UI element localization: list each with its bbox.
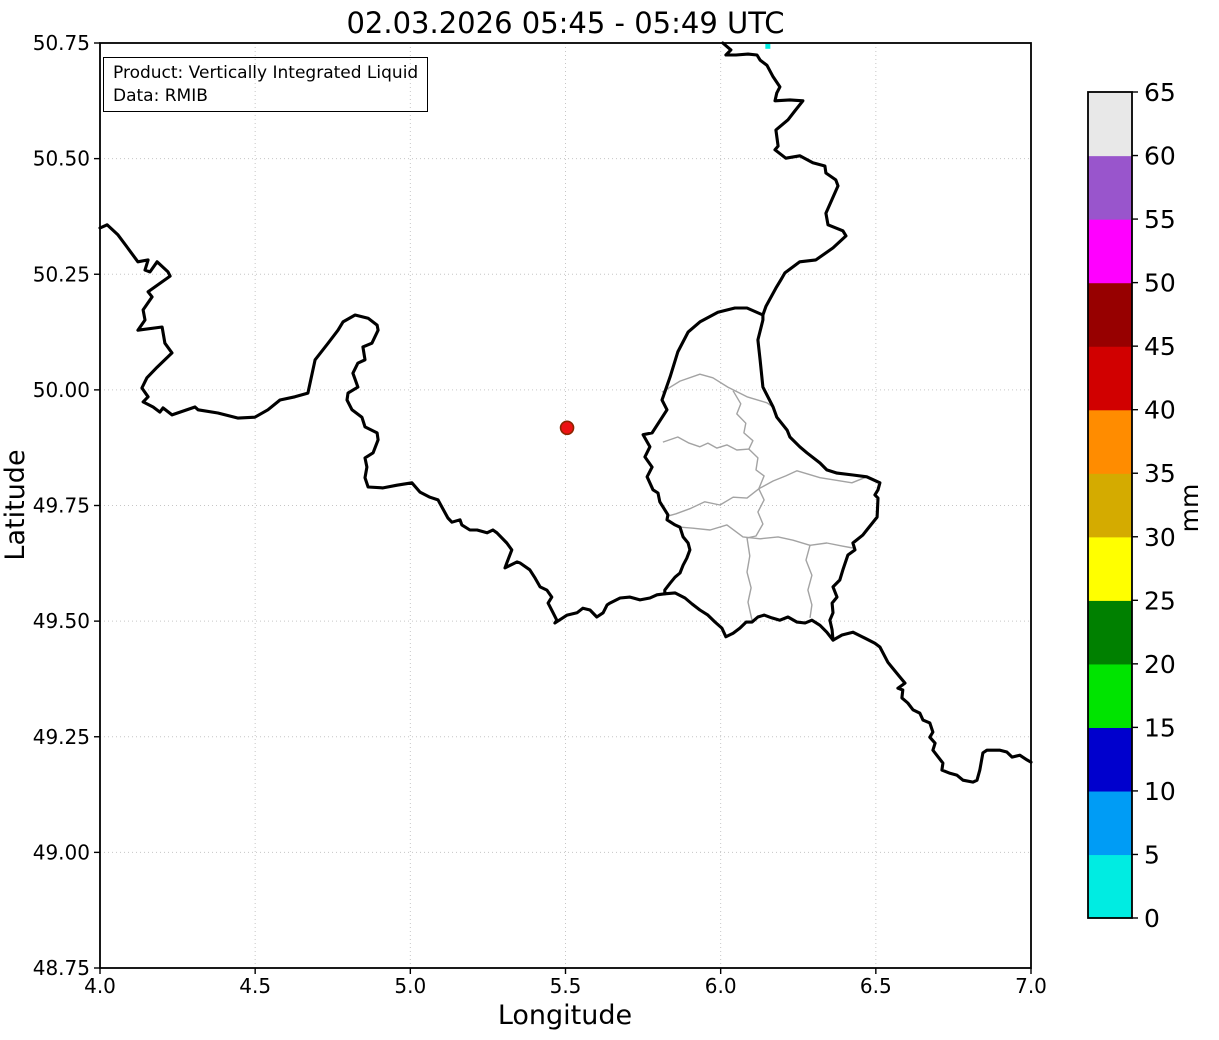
country-border-france-belgium (98, 223, 667, 625)
y-tick-label: 50.25 (33, 262, 90, 286)
product-info-box: Product: Vertically Integrated Liquid Da… (103, 57, 429, 113)
x-axis-label: Longitude (498, 1000, 632, 1031)
colorbar-segment (1088, 854, 1132, 919)
region-border (805, 545, 813, 619)
colorbar-segment (1088, 663, 1132, 728)
precip-cell (765, 43, 771, 49)
colorbar-segment (1088, 409, 1132, 474)
colorbar-tick-label: 30 (1144, 523, 1176, 552)
plot-frame (99, 42, 1032, 969)
region-border (661, 373, 774, 408)
colorbar-segment (1088, 92, 1132, 157)
colorbar-tick-label: 10 (1144, 777, 1176, 806)
region-border (680, 524, 854, 549)
colorbar-segment (1088, 282, 1132, 347)
x-tick-label: 5.0 (394, 974, 426, 998)
y-tick-label: 50.50 (33, 147, 90, 171)
colorbar-segment (1088, 536, 1132, 601)
y-axis-label: Latitude (0, 449, 31, 560)
x-tick-label: 5.5 (550, 974, 582, 998)
colorbar-tick-label: 25 (1144, 586, 1176, 615)
colorbar-tick-label: 45 (1144, 332, 1176, 361)
y-tick-label: 48.75 (33, 956, 90, 980)
region-border (732, 390, 765, 490)
colorbar-segment (1088, 790, 1132, 856)
colorbar-segment (1088, 346, 1132, 411)
y-tick-label: 50.75 (33, 31, 90, 55)
station-marker (559, 420, 575, 436)
colorbar-tick-label: 40 (1144, 396, 1176, 425)
region-border (746, 488, 765, 539)
chart-title: 02.03.2026 05:45 - 05:49 UTC (346, 6, 785, 40)
colorbar-tick-label: 65 (1144, 78, 1176, 107)
country-border-france-germany (831, 630, 1033, 784)
region-border (746, 537, 753, 621)
region-border (667, 488, 760, 517)
colorbar-tick-label: 0 (1144, 904, 1160, 933)
colorbar-tick-label: 60 (1144, 142, 1176, 171)
colorbar-frame (1087, 91, 1133, 919)
colorbar-unit-label: mm (1175, 484, 1204, 533)
x-tick-label: 4.0 (84, 974, 116, 998)
y-tick-label: 50.00 (33, 378, 90, 402)
colorbar-tick-label: 35 (1144, 459, 1176, 488)
y-tick-label: 49.50 (33, 609, 90, 633)
country-border-luxembourg (641, 306, 882, 642)
y-tick-label: 49.25 (33, 725, 90, 749)
colorbar-segment (1088, 727, 1132, 792)
x-tick-label: 4.5 (239, 974, 271, 998)
colorbar-tick-label: 20 (1144, 650, 1176, 679)
colorbar-segment (1088, 155, 1132, 220)
colorbar-tick-label: 55 (1144, 205, 1176, 234)
colorbar-segment (1088, 600, 1132, 665)
colorbar-tick-label: 5 (1144, 840, 1160, 869)
colorbar-segment (1088, 219, 1132, 284)
data-source-line: Data: RMIB (113, 85, 208, 106)
x-tick-label: 6.0 (705, 974, 737, 998)
colorbar-tick-label: 15 (1144, 713, 1176, 742)
colorbar-segment (1088, 473, 1132, 538)
country-border-belgium-germany (721, 41, 848, 317)
y-tick-label: 49.00 (33, 840, 90, 864)
x-tick-label: 6.5 (860, 974, 892, 998)
colorbar-tick-label: 50 (1144, 269, 1176, 298)
region-border (758, 470, 868, 490)
y-tick-label: 49.75 (33, 494, 90, 518)
region-border (662, 436, 749, 451)
product-line: Product: Vertically Integrated Liquid (113, 63, 419, 83)
x-tick-label: 7.0 (1015, 974, 1047, 998)
